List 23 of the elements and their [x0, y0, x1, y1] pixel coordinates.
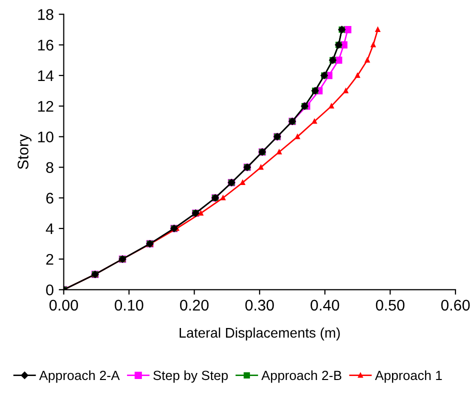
y-tick-label: 2	[46, 254, 54, 265]
legend-label: Approach 1	[375, 370, 442, 383]
y-tick-label: 14	[38, 70, 54, 82]
y-tick-label: 0	[46, 284, 54, 296]
y-tick-label: 4	[46, 224, 54, 234]
y-tick-label: 10	[38, 132, 54, 142]
x-tick-label: 0.10	[114, 300, 144, 311]
y-tick-label: 18	[38, 9, 54, 20]
x-tick-label: 0.30	[245, 300, 274, 311]
x-tick-label: 0.00	[49, 300, 78, 311]
y-tick-label: 6	[46, 192, 54, 204]
x-axis-title: Lateral Displacements (m)	[180, 328, 340, 340]
x-tick-label: 0.50	[376, 300, 404, 311]
y-tick-label: 16	[38, 40, 54, 51]
x-tick-label: 0.40	[310, 300, 340, 311]
y-tick-label: 8	[46, 162, 54, 173]
x-tick-label: 0.20	[180, 300, 209, 311]
legend-label: Approach 2-A	[39, 370, 120, 383]
y-tick-label: 12	[38, 100, 54, 112]
x-tick-label: 0.60	[441, 300, 470, 311]
legend-label: Approach 2-B	[261, 370, 342, 383]
y-axis-title: Story	[18, 134, 32, 170]
legend-label: Step by Step	[153, 370, 228, 383]
